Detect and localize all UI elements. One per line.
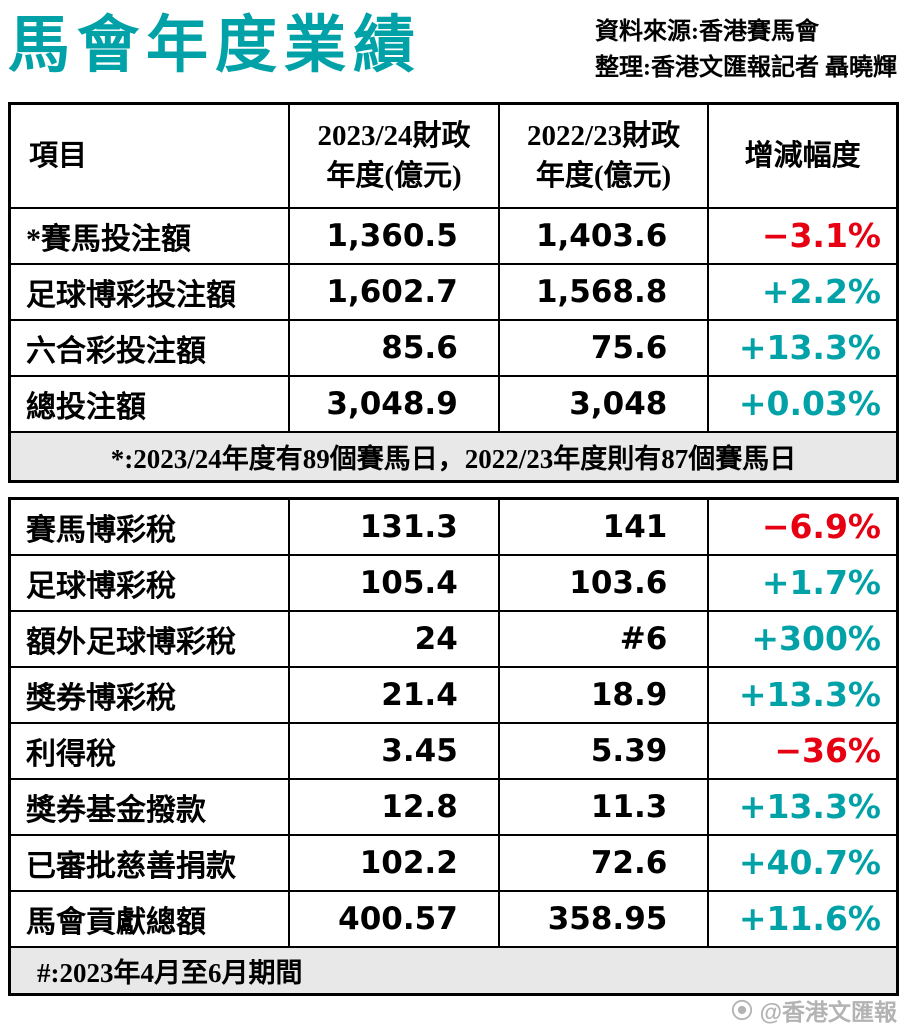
table-row: 總投注額 3,048.9 3,048 +0.03%: [8, 374, 899, 433]
race-days-note: *:2023/24年度有89個賽馬日，2022/23年度則有87個賽馬日: [8, 430, 899, 483]
row-label: *賽馬投注額: [8, 206, 291, 265]
period-note: #:2023年4月至6月期間: [8, 945, 899, 996]
value-fy2324: 12.8: [288, 777, 500, 836]
value-fy2324: 3.45: [288, 721, 500, 780]
table-row: 馬會貢獻總額 400.57 358.95 +11.6%: [8, 889, 899, 948]
value-fy2223: 358.95: [497, 889, 710, 948]
value-fy2223: 3,048: [497, 374, 710, 433]
change-value: +0.03%: [707, 374, 899, 433]
watermark: @香港文匯報: [731, 993, 897, 1027]
value-fy2324: 102.2: [288, 833, 500, 892]
watermark-handle: @香港文匯報: [759, 999, 897, 1025]
row-label: 賽馬博彩稅: [8, 497, 291, 556]
race-days-note-row: *:2023/24年度有89個賽馬日，2022/23年度則有87個賽馬日: [8, 430, 899, 483]
wenweipo-logo-icon: [731, 999, 752, 1021]
row-label: 總投注額: [8, 374, 291, 433]
change-value: +13.3%: [707, 665, 899, 724]
column-header-change: 增減幅度: [707, 102, 899, 209]
table-row: 額外足球博彩稅 24 #6 +300%: [8, 609, 899, 668]
value-fy2324: 3,048.9: [288, 374, 500, 433]
row-label: 六合彩投注額: [8, 318, 291, 377]
value-fy2223: 141: [497, 497, 710, 556]
change-value: −3.1%: [707, 206, 899, 265]
table-row: 獎券博彩稅 21.4 18.9 +13.3%: [8, 665, 899, 724]
row-label: 已審批慈善捐款: [8, 833, 291, 892]
value-fy2324: 24: [288, 609, 500, 668]
table-row: 足球博彩投注額 1,602.7 1,568.8 +2.2%: [8, 262, 899, 321]
row-label: 足球博彩投注額: [8, 262, 291, 321]
change-value: −36%: [707, 721, 899, 780]
value-fy2324: 105.4: [288, 553, 500, 612]
value-fy2324: 1,360.5: [288, 206, 500, 265]
table-row: 足球博彩稅 105.4 103.6 +1.7%: [8, 553, 899, 612]
column-header-line: 年度(億元): [326, 159, 462, 192]
value-fy2324: 21.4: [288, 665, 500, 724]
row-label: 獎券基金撥款: [8, 777, 291, 836]
table-row: 獎券基金撥款 12.8 11.3 +13.3%: [8, 777, 899, 836]
page-title: 馬會年度業績: [8, 11, 423, 80]
source-line-2: 整理:香港文匯報記者 聶曉輝: [595, 55, 897, 81]
change-value: +1.7%: [707, 553, 899, 612]
value-fy2223: 11.3: [497, 777, 710, 836]
value-fy2324: 1,602.7: [288, 262, 500, 321]
table-row: 賽馬博彩稅 131.3 141 −6.9%: [8, 497, 899, 556]
value-fy2223: 1,568.8: [497, 262, 710, 321]
source-credit: 資料來源:香港賽馬會 整理:香港文匯報記者 聶曉輝: [595, 6, 899, 86]
row-label: 利得稅: [8, 721, 291, 780]
value-fy2324: 131.3: [288, 497, 500, 556]
row-label: 馬會貢獻總額: [8, 889, 291, 948]
table-header-row: 項目 2023/24財政 年度(億元) 2022/23財政 年度(億元) 增減幅…: [8, 102, 899, 209]
value-fy2223: 18.9: [497, 665, 710, 724]
column-header-line: 年度(億元): [535, 159, 672, 192]
change-value: +2.2%: [707, 262, 899, 321]
table-row: *賽馬投注額 1,360.5 1,403.6 −3.1%: [8, 206, 899, 265]
value-fy2324: 85.6: [288, 318, 500, 377]
change-value: −6.9%: [707, 497, 899, 556]
tax-contribution-table: 賽馬博彩稅 131.3 141 −6.9% 足球博彩稅 105.4 103.6 …: [8, 497, 899, 996]
period-note-row: #:2023年4月至6月期間: [8, 945, 899, 996]
value-fy2223: 72.6: [497, 833, 710, 892]
table-row: 利得稅 3.45 5.39 −36%: [8, 721, 899, 780]
column-header-fy2324: 2023/24財政 年度(億元): [288, 102, 500, 209]
row-label: 足球博彩稅: [8, 553, 291, 612]
row-label: 額外足球博彩稅: [8, 609, 291, 668]
change-value: +300%: [707, 609, 899, 668]
source-line-1: 資料來源:香港賽馬會: [595, 19, 819, 45]
value-fy2223: 103.6: [497, 553, 710, 612]
column-header-line: 2022/23財政: [527, 119, 681, 152]
column-header-item: 項目: [8, 102, 291, 209]
value-fy2223: 1,403.6: [497, 206, 710, 265]
row-label: 獎券博彩稅: [8, 665, 291, 724]
change-value: +11.6%: [707, 889, 899, 948]
value-fy2223: 75.6: [497, 318, 710, 377]
change-value: +13.3%: [707, 777, 899, 836]
value-fy2324: 400.57: [288, 889, 500, 948]
column-header-line: 2023/24財政: [317, 119, 471, 152]
infographic-page: 馬會年度業績 資料來源:香港賽馬會 整理:香港文匯報記者 聶曉輝 項目 2023…: [8, 6, 899, 996]
betting-turnover-table: 項目 2023/24財政 年度(億元) 2022/23財政 年度(億元) 增減幅…: [8, 102, 899, 483]
masthead: 馬會年度業績 資料來源:香港賽馬會 整理:香港文匯報記者 聶曉輝: [8, 6, 899, 102]
value-fy2223: #6: [497, 609, 710, 668]
change-value: +13.3%: [707, 318, 899, 377]
change-value: +40.7%: [707, 833, 899, 892]
column-header-fy2223: 2022/23財政 年度(億元): [497, 102, 710, 209]
table-row: 六合彩投注額 85.6 75.6 +13.3%: [8, 318, 899, 377]
value-fy2223: 5.39: [497, 721, 710, 780]
table-row: 已審批慈善捐款 102.2 72.6 +40.7%: [8, 833, 899, 892]
